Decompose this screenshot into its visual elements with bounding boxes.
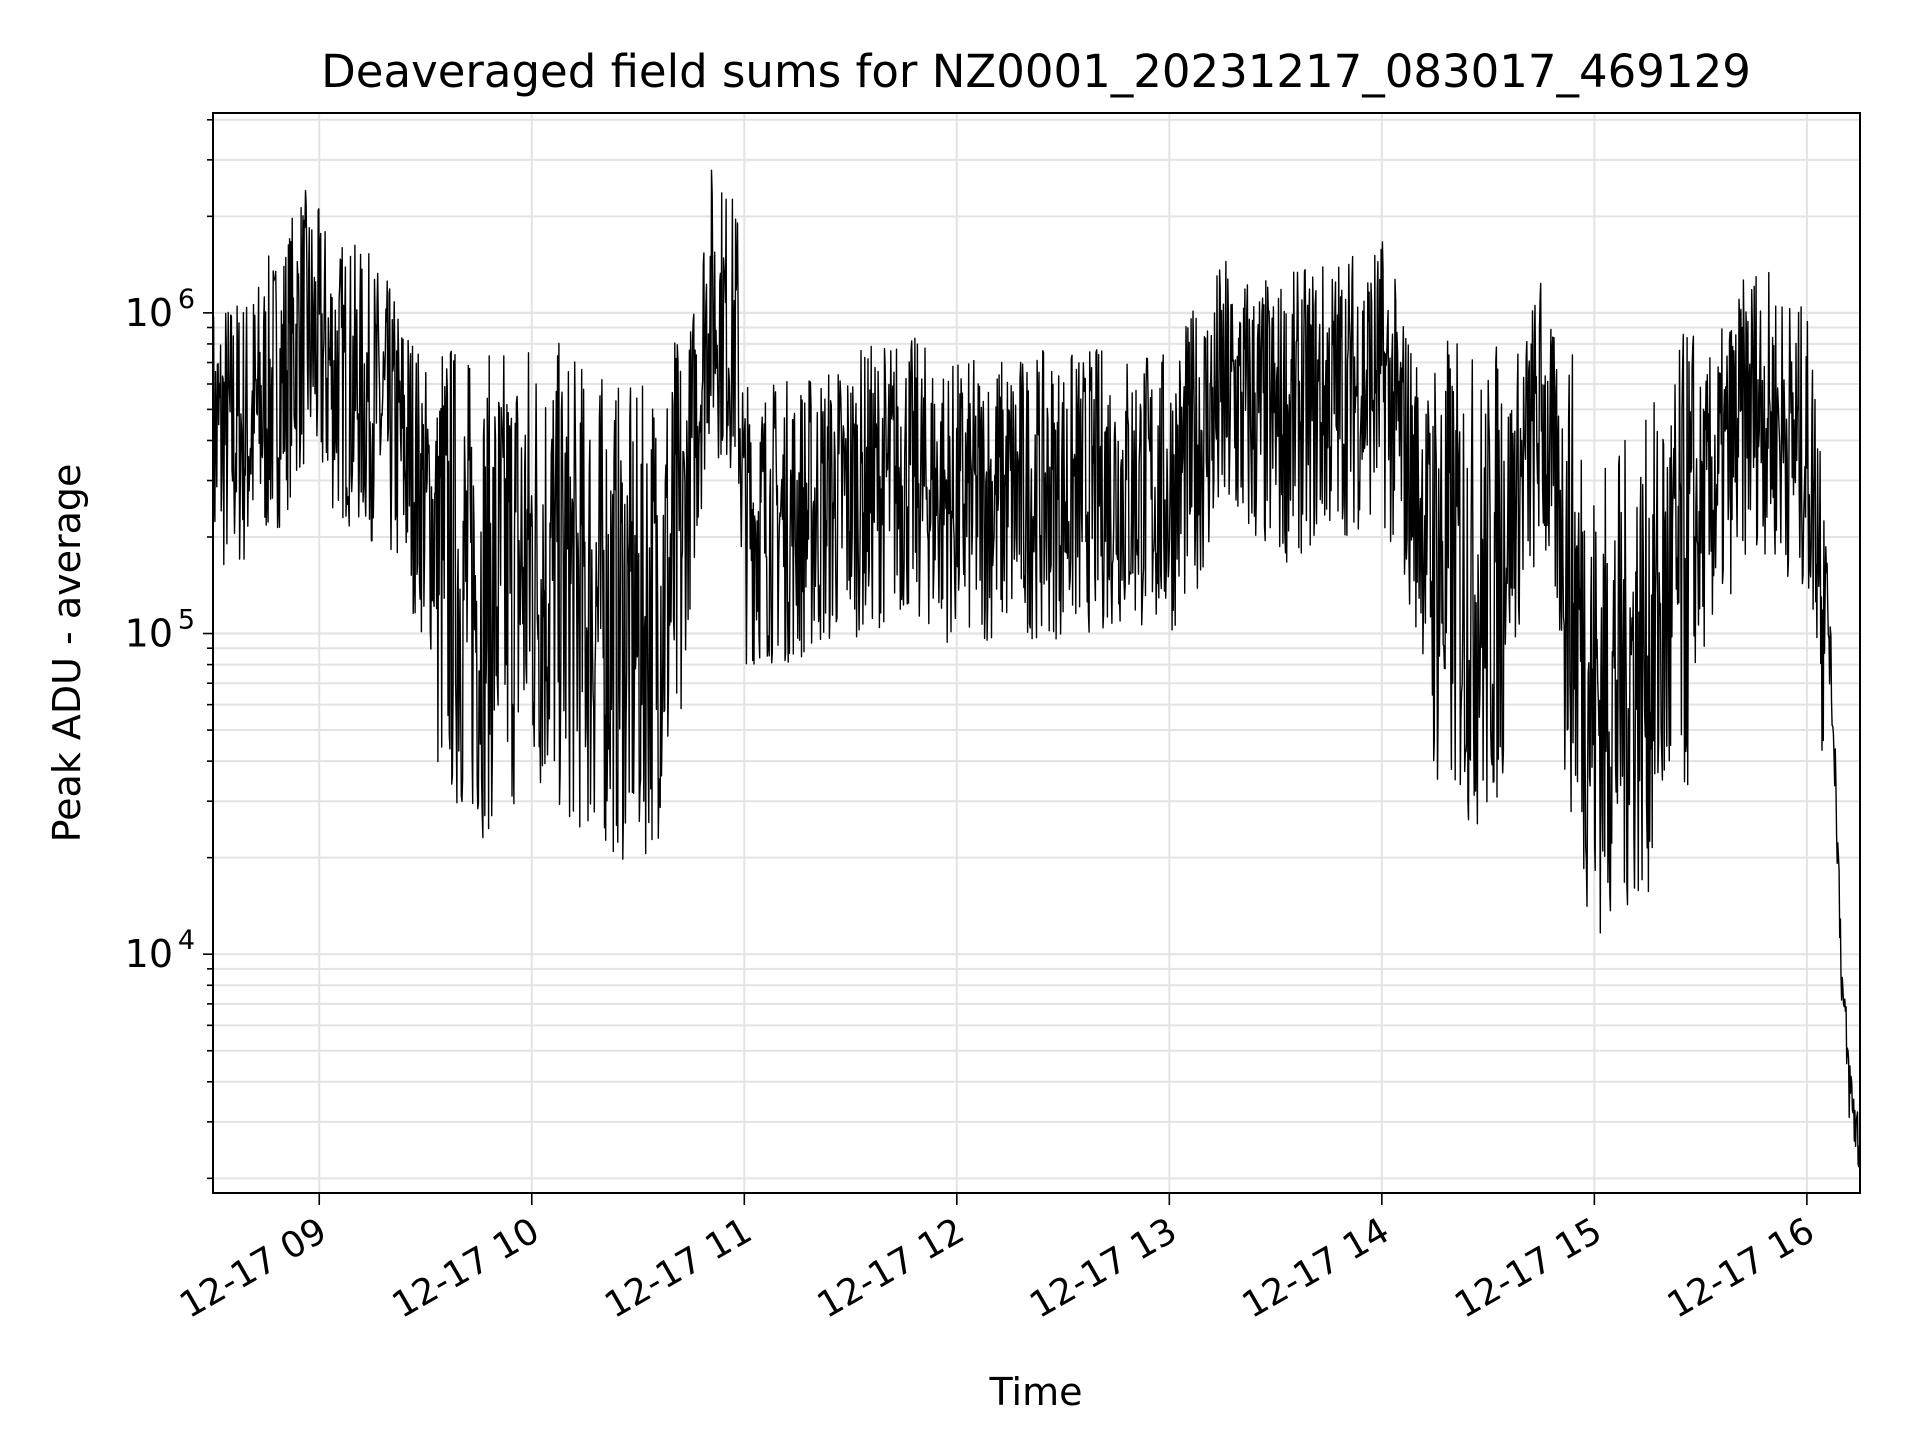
- y-tick-exponent: 4: [178, 925, 195, 956]
- y-tick-label: 10: [125, 612, 173, 656]
- x-tick-label: 12-17 10: [386, 1210, 547, 1326]
- y-tick-label: 10: [125, 291, 173, 335]
- x-tick-label: 12-17 14: [1236, 1210, 1397, 1326]
- series-layer: [212, 169, 1861, 1168]
- plot-frame: [212, 112, 1861, 1194]
- chart-title: Deaveraged field sums for NZ0001_2023121…: [321, 45, 1751, 98]
- x-tick-label: 12-17 13: [1023, 1210, 1184, 1326]
- x-tick-label: 12-17 09: [173, 1210, 334, 1326]
- y-axis-label: Peak ADU - average: [45, 464, 89, 843]
- y-tick-label: 10: [125, 932, 173, 976]
- y-tick-exponent: 5: [178, 605, 195, 636]
- y-tick-exponent: 6: [178, 284, 195, 315]
- x-axis-label: Time: [989, 1370, 1083, 1414]
- series-line: [212, 169, 1861, 1168]
- x-tick-label: 12-17 11: [598, 1210, 759, 1326]
- x-tick-label: 12-17 16: [1661, 1210, 1822, 1326]
- x-tick-label: 12-17 12: [811, 1210, 972, 1326]
- x-tick-label: 12-17 15: [1448, 1210, 1609, 1326]
